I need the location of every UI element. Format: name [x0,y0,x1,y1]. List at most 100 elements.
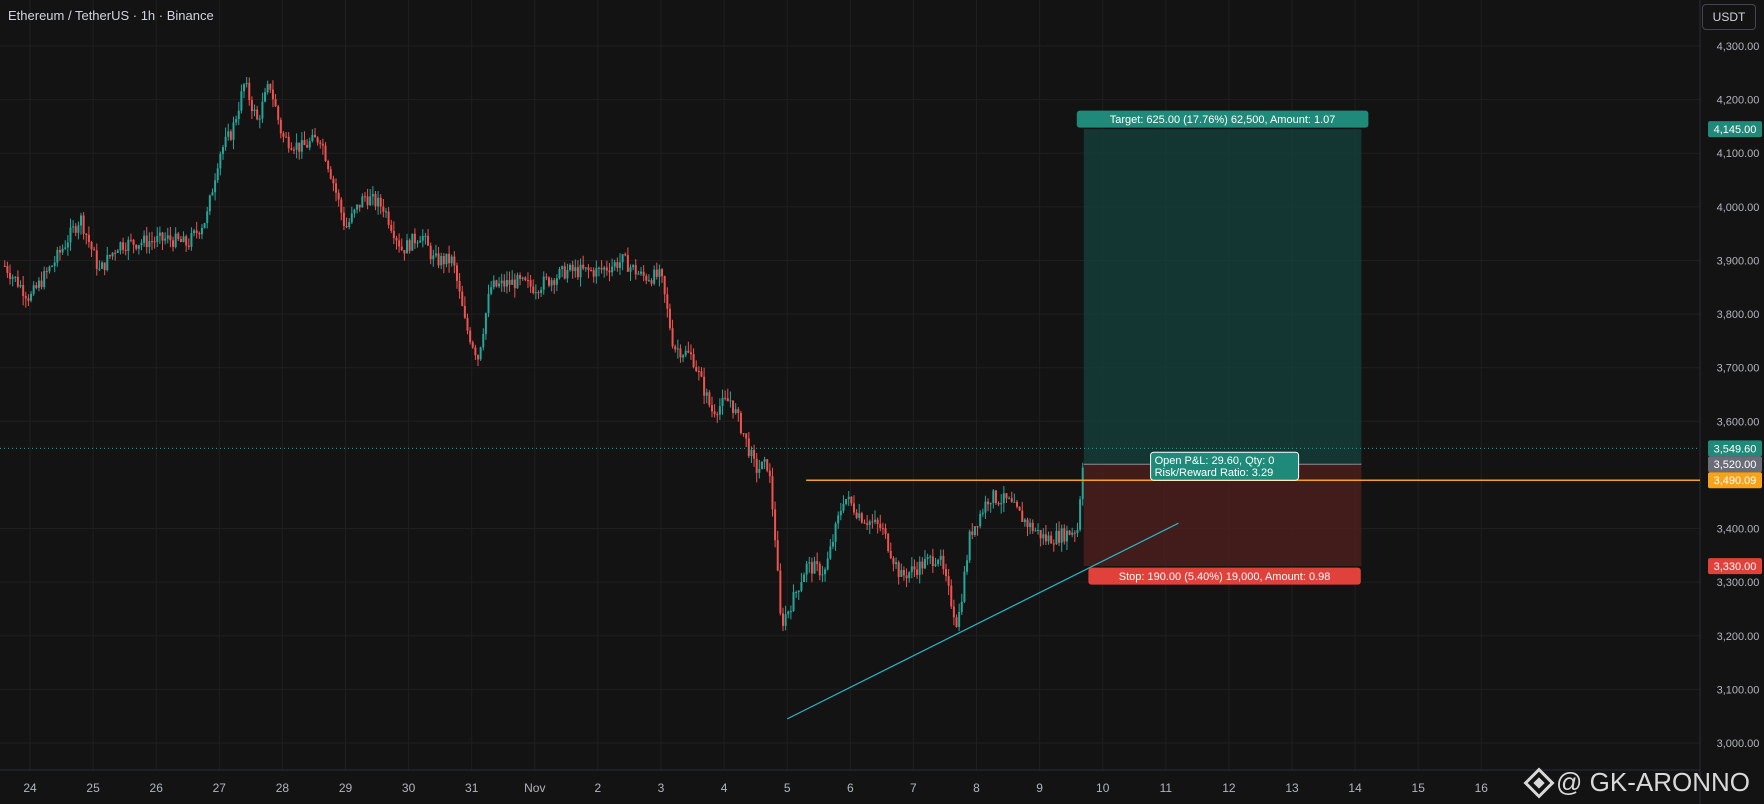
candle-body [353,209,356,214]
candle-body [421,236,424,241]
candle-body [776,540,779,571]
candle [377,191,380,215]
candle-body [605,267,608,271]
candle-body [540,289,543,293]
x-tick-label: 13 [1285,781,1299,795]
candle [737,406,740,422]
x-tick-label: 4 [721,781,728,795]
candle [122,237,125,254]
candle [463,296,466,319]
candle-body [80,215,83,226]
candle-body [1037,530,1040,532]
candle-body [106,255,109,271]
candle [490,281,493,296]
risk-reward-label: Risk/Reward Ratio: 3.29 [1155,467,1274,479]
candle-body [66,242,69,248]
candle [6,261,9,278]
candle-body [58,250,61,253]
candle-body [51,265,54,267]
candle-body [369,196,372,206]
candle [1037,523,1040,535]
candle-body [429,245,432,260]
candle-body [408,240,411,251]
candle-body [9,273,12,279]
candle [755,453,758,483]
candle [224,127,227,151]
candle-body [266,83,269,93]
candle-body [1050,535,1053,544]
candle-body [713,411,716,415]
candle [1031,519,1034,534]
candle [369,188,372,206]
candle-body [747,438,750,457]
candle [327,159,330,173]
candle-body [340,199,343,213]
candle [532,279,535,295]
candle [713,404,716,418]
candle-body [40,280,43,288]
candle [9,264,12,285]
candle [16,270,19,289]
candle [684,345,687,358]
candle [482,328,485,351]
candle-body [282,133,285,137]
x-tick-label: 7 [910,781,917,795]
candle [256,105,259,121]
candle [508,271,511,292]
candle-body [122,242,125,250]
candle [687,341,690,354]
candle [795,590,798,598]
candle [695,360,698,373]
candle-body [795,592,798,594]
trend-line[interactable] [786,522,1179,720]
candle [632,264,635,271]
candle [53,255,56,273]
candle [792,584,795,612]
candle [277,104,280,125]
price-label: 3,330.00 [1714,561,1757,573]
candle [624,252,627,257]
candle-body [198,232,201,235]
candle-body [303,140,306,146]
candle [1071,527,1074,538]
candle [519,272,522,286]
candle [579,258,582,287]
x-tick-label: 31 [465,781,479,795]
candle-body [77,225,80,233]
candle [432,249,435,267]
candle [11,274,14,287]
candle-body [500,280,503,284]
candle-body [608,270,611,273]
candle-body [1063,528,1066,542]
candle [1002,486,1005,512]
candle-body [158,232,161,236]
candle-body [981,512,984,514]
candle-body [377,197,380,207]
candle [37,277,40,292]
candle [248,77,251,106]
candle-body [826,558,829,570]
candle [340,197,343,221]
candle-body [971,531,974,535]
candle [434,244,437,258]
x-tick-label: 15 [1412,781,1426,795]
candle [789,605,792,620]
candle [803,572,806,583]
y-tick-label: 3,000.00 [1717,738,1760,750]
candle [513,273,516,298]
candle-body [366,196,369,206]
candle [342,206,345,231]
candle [264,87,267,103]
candle-body [166,235,169,239]
candle-body [279,119,282,134]
candle-body [926,557,929,559]
currency-button[interactable]: USDT [1702,4,1756,30]
candle [400,238,403,252]
candle [597,266,600,277]
candle-body [521,277,524,279]
candle [300,131,303,159]
candle-body [390,224,393,231]
candle [721,389,724,415]
candle [469,327,472,345]
